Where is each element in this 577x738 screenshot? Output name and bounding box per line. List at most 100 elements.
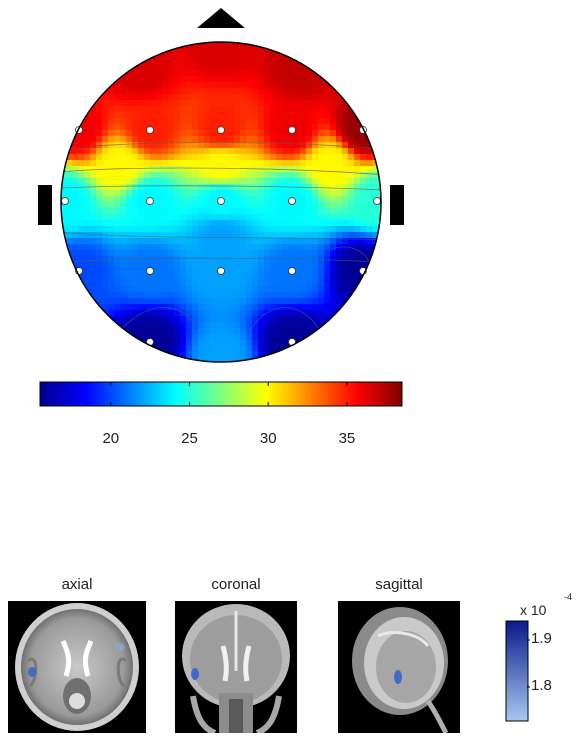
field-cell <box>228 58 235 65</box>
field-cell <box>174 76 181 83</box>
field-cell <box>354 184 361 191</box>
field-cell <box>312 76 319 83</box>
field-cell <box>126 340 133 347</box>
field-cell <box>102 256 109 263</box>
field-cell <box>276 64 283 71</box>
field-cell <box>156 184 163 191</box>
field-cell <box>132 70 139 77</box>
field-cell <box>366 100 373 107</box>
field-cell <box>234 274 241 281</box>
field-cell <box>252 100 259 107</box>
field-cell <box>378 310 381 317</box>
field-cell <box>372 166 379 173</box>
field-cell <box>96 226 103 233</box>
field-cell <box>264 274 271 281</box>
field-cell <box>204 148 211 155</box>
field-cell <box>270 118 277 125</box>
field-cell <box>138 262 145 269</box>
field-cell <box>324 232 331 239</box>
field-cell <box>348 124 355 131</box>
field-cell <box>366 244 373 251</box>
field-cell <box>270 94 277 101</box>
field-cell <box>258 208 265 215</box>
field-cell <box>210 154 217 161</box>
field-cell <box>252 172 259 179</box>
field-cell <box>348 268 355 275</box>
field-cell <box>108 352 115 359</box>
field-cell <box>61 148 67 155</box>
field-cell <box>114 214 121 221</box>
field-cell <box>330 340 337 347</box>
field-cell <box>240 346 247 353</box>
field-cell <box>192 166 199 173</box>
field-cell <box>276 106 283 113</box>
field-cell <box>96 76 103 83</box>
colorbar-tick-label: 30 <box>259 430 277 447</box>
field-cell <box>180 172 187 179</box>
field-cell <box>186 124 193 131</box>
field-cell <box>108 286 115 293</box>
field-cell <box>240 334 247 341</box>
field-cell <box>132 148 139 155</box>
field-cell <box>78 262 85 269</box>
field-cell <box>174 208 181 215</box>
field-cell <box>150 298 157 305</box>
field-cell <box>366 154 373 161</box>
field-cell <box>186 328 193 335</box>
field-cell <box>336 202 343 209</box>
field-cell <box>180 70 187 77</box>
field-cell <box>90 250 97 257</box>
field-cell <box>168 178 175 185</box>
field-cell <box>210 190 217 197</box>
field-cell <box>264 112 271 119</box>
field-cell <box>102 46 109 53</box>
field-cell <box>348 64 355 71</box>
field-cell <box>72 160 79 167</box>
field-cell <box>102 124 109 131</box>
field-cell <box>138 166 145 173</box>
field-cell <box>222 46 229 53</box>
field-cell <box>288 160 295 167</box>
field-cell <box>336 226 343 233</box>
field-cell <box>312 280 319 287</box>
field-cell <box>312 202 319 209</box>
field-cell <box>312 154 319 161</box>
field-cell <box>294 100 301 107</box>
field-cell <box>300 100 307 107</box>
field-cell <box>222 310 229 317</box>
field-cell <box>306 292 313 299</box>
field-cell <box>126 280 133 287</box>
field-cell <box>84 42 91 47</box>
field-cell <box>264 232 271 239</box>
field-cell <box>162 256 169 263</box>
field-cell <box>61 358 67 362</box>
field-cell <box>324 112 331 119</box>
field-cell <box>78 334 85 341</box>
field-cell <box>372 142 379 149</box>
field-cell <box>246 256 253 263</box>
field-cell <box>240 280 247 287</box>
field-cell <box>312 322 319 329</box>
field-cell <box>102 304 109 311</box>
field-cell <box>168 166 175 173</box>
field-cell <box>378 322 381 329</box>
field-cell <box>330 178 337 185</box>
field-cell <box>264 42 271 47</box>
field-cell <box>204 100 211 107</box>
field-cell <box>234 286 241 293</box>
field-cell <box>66 310 73 317</box>
field-cell <box>90 310 97 317</box>
field-cell <box>156 304 163 311</box>
field-cell <box>288 64 295 71</box>
field-cell <box>192 292 199 299</box>
field-cell <box>264 292 271 299</box>
field-cell <box>204 208 211 215</box>
field-cell <box>234 202 241 209</box>
field-cell <box>228 160 235 167</box>
field-cell <box>108 310 115 317</box>
field-cell <box>108 292 115 299</box>
field-cell <box>174 184 181 191</box>
field-cell <box>78 100 85 107</box>
field-cell <box>270 268 277 275</box>
field-cell <box>306 166 313 173</box>
